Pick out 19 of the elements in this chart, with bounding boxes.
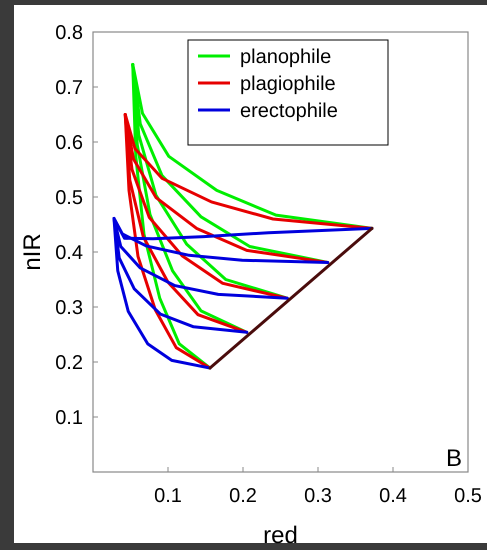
legend-label: plagiophile: [240, 73, 336, 95]
x-tick-label: 0.4: [379, 485, 407, 507]
x-tick-label: 0.3: [304, 485, 332, 507]
x-tick-label: 0.1: [154, 485, 182, 507]
legend-label: planophile: [240, 46, 332, 68]
y-tick-label: 0.3: [55, 297, 83, 319]
y-tick-label: 0.1: [55, 407, 83, 429]
x-tick-label: 0.2: [229, 485, 257, 507]
y-tick-label: 0.4: [55, 242, 83, 264]
annotation: B: [446, 445, 462, 472]
legend-label: erectophile: [240, 100, 338, 122]
y-tick-label: 0.7: [55, 77, 83, 99]
y-tick-label: 0.8: [55, 22, 83, 44]
y-tick-label: 0.6: [55, 132, 83, 154]
x-tick-label: 0.5: [454, 485, 482, 507]
y-tick-label: 0.5: [55, 187, 83, 209]
y-axis-title: nIR: [19, 233, 46, 271]
x-axis-title: red: [263, 522, 298, 549]
y-tick-label: 0.2: [55, 352, 83, 374]
